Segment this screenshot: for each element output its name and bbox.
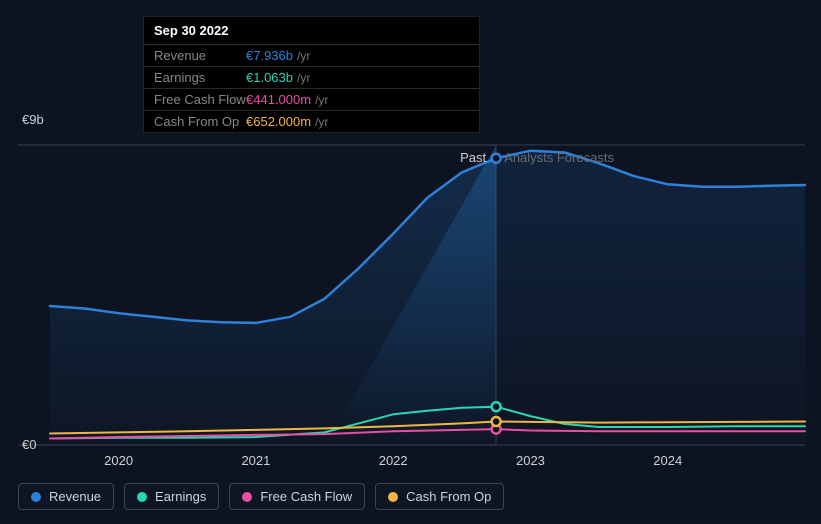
- tooltip-metric-label: Free Cash Flow: [154, 92, 246, 107]
- y-axis-label: €0: [22, 437, 36, 452]
- legend-label: Cash From Op: [406, 489, 491, 504]
- legend-dot-icon: [31, 492, 41, 502]
- tooltip-metric-label: Revenue: [154, 48, 246, 63]
- tooltip-unit: /yr: [297, 71, 310, 85]
- tooltip-unit: /yr: [315, 93, 328, 107]
- x-axis-label: 2020: [104, 453, 133, 468]
- chart-legend: Revenue Earnings Free Cash Flow Cash From O…: [18, 483, 504, 510]
- tooltip-row: Cash From Op€652.000m/yr: [144, 111, 479, 132]
- tooltip-metric-value: €1.063b: [246, 70, 293, 85]
- tooltip-unit: /yr: [315, 115, 328, 129]
- x-axis-label: 2023: [516, 453, 545, 468]
- tooltip-row: Revenue€7.936b/yr: [144, 45, 479, 67]
- x-axis-label: 2022: [379, 453, 408, 468]
- legend-item-fcf[interactable]: Free Cash Flow: [229, 483, 365, 510]
- tooltip-metric-label: Cash From Op: [154, 114, 246, 129]
- legend-item-revenue[interactable]: Revenue: [18, 483, 114, 510]
- past-label: Past: [460, 150, 486, 165]
- legend-label: Revenue: [49, 489, 101, 504]
- legend-label: Free Cash Flow: [260, 489, 352, 504]
- legend-label: Earnings: [155, 489, 206, 504]
- legend-item-cfo[interactable]: Cash From Op: [375, 483, 504, 510]
- x-axis-label: 2021: [241, 453, 270, 468]
- tooltip-metric-label: Earnings: [154, 70, 246, 85]
- legend-item-earnings[interactable]: Earnings: [124, 483, 219, 510]
- tooltip-metric-value: €7.936b: [246, 48, 293, 63]
- tooltip-unit: /yr: [297, 49, 310, 63]
- tooltip-metric-value: €441.000m: [246, 92, 311, 107]
- y-axis-label: €9b: [22, 112, 44, 127]
- tooltip-row: Earnings€1.063b/yr: [144, 67, 479, 89]
- forecast-label: Analysts Forecasts: [504, 150, 614, 165]
- tooltip-metric-value: €652.000m: [246, 114, 311, 129]
- tooltip-row: Free Cash Flow€441.000m/yr: [144, 89, 479, 111]
- financial-chart: Sep 30 2022 Revenue€7.936b/yrEarnings€1.…: [0, 0, 821, 524]
- legend-dot-icon: [137, 492, 147, 502]
- legend-dot-icon: [242, 492, 252, 502]
- legend-dot-icon: [388, 492, 398, 502]
- chart-tooltip: Sep 30 2022 Revenue€7.936b/yrEarnings€1.…: [143, 16, 480, 133]
- x-axis-label: 2024: [653, 453, 682, 468]
- tooltip-title: Sep 30 2022: [144, 17, 479, 45]
